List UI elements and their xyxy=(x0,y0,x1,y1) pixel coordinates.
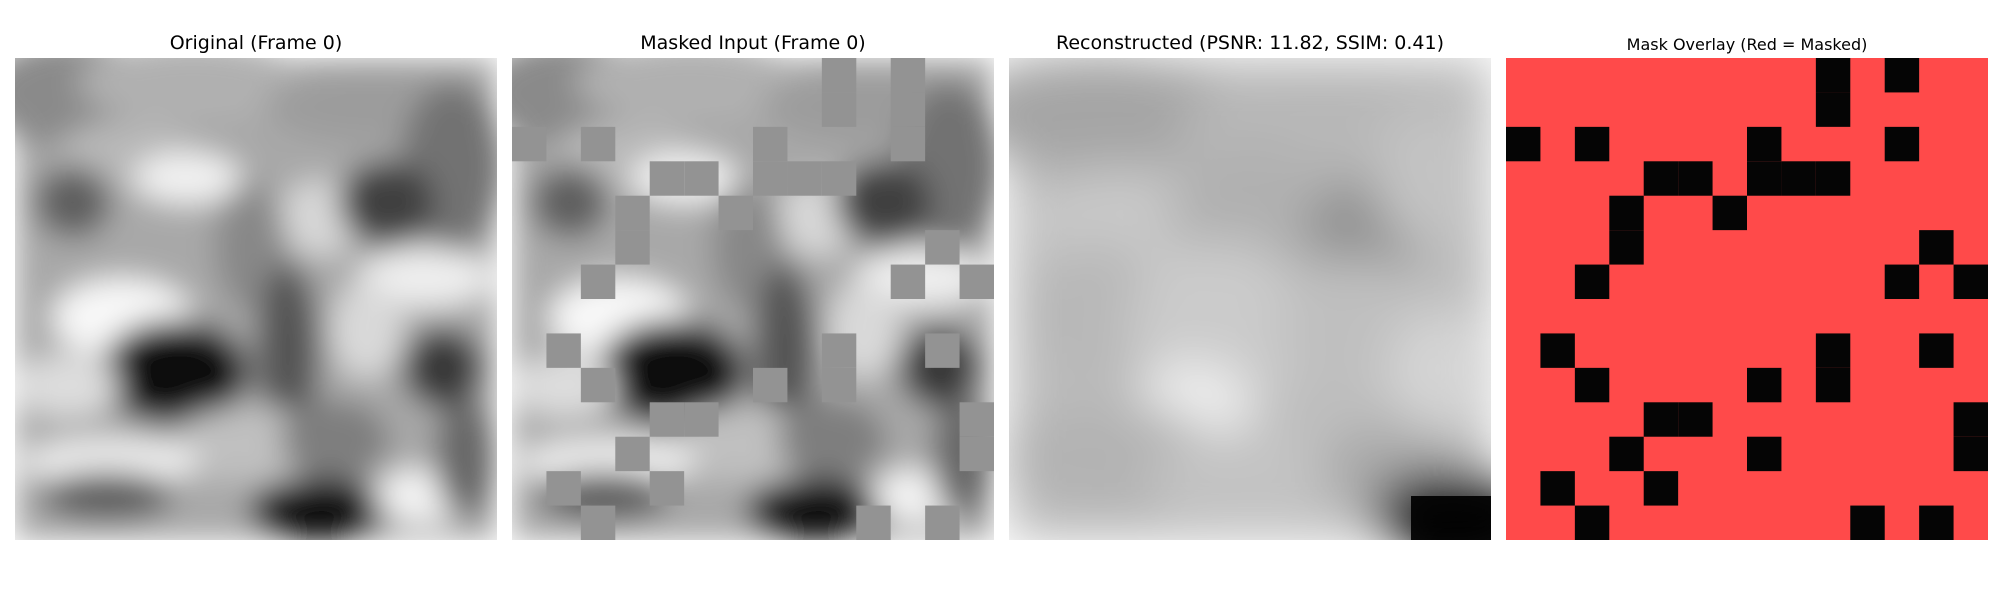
masked-patch xyxy=(787,161,822,196)
mask-cell xyxy=(1884,264,1920,299)
mask-cell xyxy=(1815,367,1851,403)
mask-cell xyxy=(1747,126,1782,162)
masked-input-image xyxy=(512,58,994,540)
mask-cell xyxy=(1609,436,1644,472)
masked-patch xyxy=(821,92,857,127)
masked-patch xyxy=(890,264,926,299)
masked-patch xyxy=(821,333,857,368)
masked-input-title: Masked Input (Frame 0) xyxy=(640,32,866,54)
masked-patch xyxy=(753,126,788,162)
mask-cell xyxy=(1919,230,1954,265)
masked-patch xyxy=(753,161,788,196)
masked-patch xyxy=(925,230,960,265)
mask-cell xyxy=(1678,161,1713,196)
mask-cell xyxy=(1609,230,1644,265)
masked-patch xyxy=(512,126,547,162)
mask-cell xyxy=(1712,195,1747,231)
mask-cell xyxy=(1953,436,1988,472)
masked-patch xyxy=(959,264,994,299)
masked-patch xyxy=(580,505,616,540)
masked-patch xyxy=(753,367,788,403)
masked-patch xyxy=(684,402,719,437)
reconstructed-panel: Reconstructed (PSNR: 11.82, SSIM: 0.41) xyxy=(1009,0,1491,600)
mask-cell xyxy=(1574,126,1610,162)
mask-cell xyxy=(1884,126,1920,162)
mask-cell xyxy=(1678,402,1713,437)
mask-cell xyxy=(1540,333,1575,368)
mask-cell xyxy=(1643,402,1679,437)
masked-patch xyxy=(718,195,753,231)
mask-cell xyxy=(1884,58,1920,93)
mask-cell xyxy=(1850,505,1885,540)
masked-patch xyxy=(925,333,960,368)
mask-cell xyxy=(1747,436,1782,472)
masked-patch xyxy=(649,402,685,437)
masked-patch xyxy=(890,92,926,127)
masked-patch xyxy=(546,471,581,506)
mask-cell xyxy=(1574,264,1610,299)
masked-patch xyxy=(615,230,650,265)
original-image xyxy=(15,58,497,540)
mask-cell xyxy=(1643,471,1679,506)
mask-cell xyxy=(1953,402,1988,437)
mask-cell xyxy=(1815,161,1851,196)
mask-cell xyxy=(1919,505,1954,540)
mask-cell xyxy=(1609,195,1644,231)
mask-cell xyxy=(1747,161,1782,196)
masked-patch xyxy=(615,195,650,231)
masked-patch xyxy=(615,436,650,472)
masked-patch xyxy=(821,367,857,403)
mask-cell xyxy=(1919,333,1954,368)
mask-cell xyxy=(1815,92,1851,127)
masked-patch xyxy=(890,58,926,93)
mask-cell xyxy=(1781,161,1816,196)
reconstructed-title: Reconstructed (PSNR: 11.82, SSIM: 0.41) xyxy=(1056,32,1444,54)
mask-cell xyxy=(1747,367,1782,403)
mask-cell xyxy=(1643,161,1679,196)
masked-patch xyxy=(959,402,994,437)
masked-patch xyxy=(580,367,616,403)
mask-cell xyxy=(1574,367,1610,403)
masked-patch xyxy=(821,161,857,196)
mask-overlay-image xyxy=(1506,58,1988,540)
mask-cell xyxy=(1953,264,1988,299)
mask-cell xyxy=(1815,58,1851,93)
masked-patch xyxy=(580,126,616,162)
mask-cell xyxy=(1574,505,1610,540)
masked-patch xyxy=(546,333,581,368)
mask-cell xyxy=(1506,126,1541,162)
original-title: Original (Frame 0) xyxy=(169,32,343,54)
mask-cell xyxy=(1540,471,1575,506)
masked-patch xyxy=(925,505,960,540)
masked-patch xyxy=(856,505,891,540)
masked-patch xyxy=(821,58,857,93)
masked-patch xyxy=(580,264,616,299)
masked-patch xyxy=(649,161,685,196)
mask-cell xyxy=(1815,333,1851,368)
original-panel: Original (Frame 0) xyxy=(15,0,497,600)
mask-overlay-title: Mask Overlay (Red = Masked) xyxy=(1626,35,1868,54)
mask-overlay-panel: Mask Overlay (Red = Masked) xyxy=(1506,0,1988,600)
masked-patch xyxy=(890,126,926,162)
masked-patch xyxy=(649,471,685,506)
masked-patch xyxy=(684,161,719,196)
masked-patch xyxy=(959,436,994,472)
masked-input-panel: Masked Input (Frame 0) xyxy=(512,0,994,600)
reconstructed-image xyxy=(1009,58,1491,540)
